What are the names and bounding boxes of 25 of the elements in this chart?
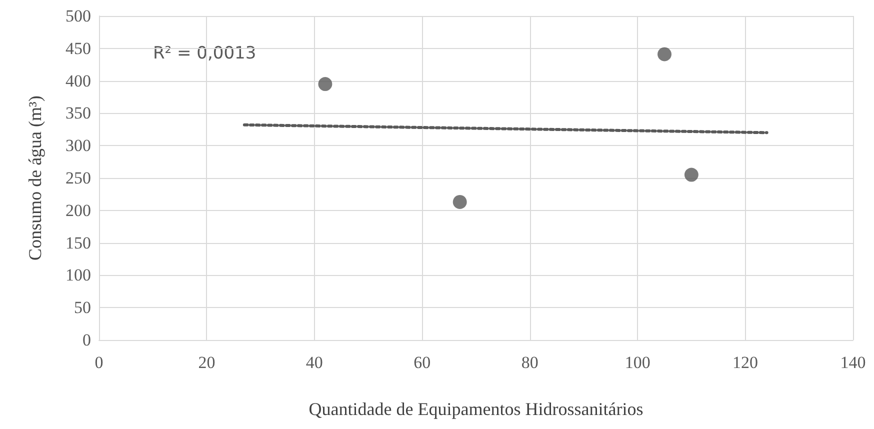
y-tick-label: 250 bbox=[66, 168, 91, 188]
y-tick-label: 300 bbox=[66, 136, 91, 156]
x-tick-label: 40 bbox=[306, 353, 323, 372]
y-tick-label: 150 bbox=[66, 233, 91, 252]
point bbox=[318, 77, 332, 92]
x-axis-title: Quantidade de Equipamentos Hidrossanitários bbox=[308, 399, 644, 419]
y-tick-label: 450 bbox=[66, 38, 91, 58]
y-tick-label: 400 bbox=[66, 71, 91, 90]
x-tick-label: 140 bbox=[840, 353, 866, 372]
y-tick-label: 200 bbox=[66, 200, 91, 220]
point bbox=[452, 194, 467, 209]
point bbox=[658, 47, 672, 62]
y-tick-label: 100 bbox=[66, 266, 91, 285]
x-tick-label: 120 bbox=[732, 353, 758, 372]
x-tick-label: 60 bbox=[414, 353, 431, 372]
x-tick-label: 80 bbox=[521, 353, 538, 372]
point bbox=[684, 168, 698, 182]
x-tick-label: 0 bbox=[94, 353, 104, 372]
x-tick-label: 100 bbox=[624, 353, 650, 372]
y-tick-label: 500 bbox=[66, 6, 91, 26]
x-tick-label: 20 bbox=[198, 353, 216, 372]
y-tick-label: 50 bbox=[74, 298, 91, 318]
y-axis-title: Consumo de água (m³) bbox=[25, 96, 45, 260]
y-tick-label: 350 bbox=[66, 104, 91, 123]
y-tick-label: 0 bbox=[82, 330, 91, 350]
